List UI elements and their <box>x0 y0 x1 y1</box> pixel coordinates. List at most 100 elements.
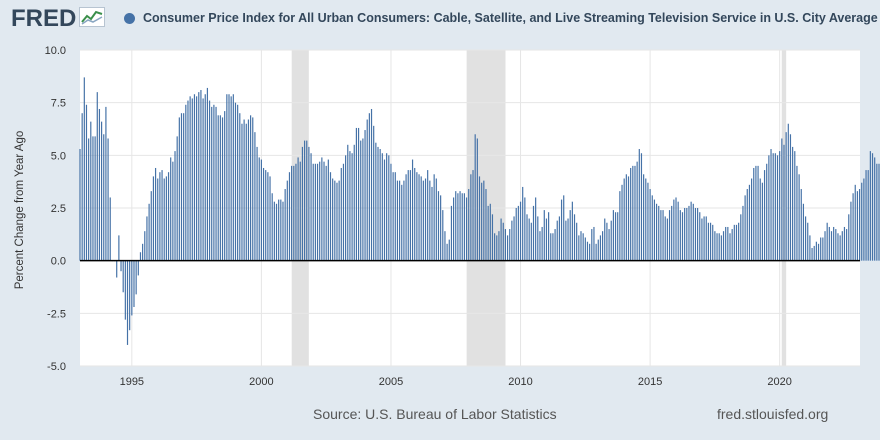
data-bar <box>288 172 291 261</box>
data-bar <box>604 218 606 261</box>
data-bar <box>772 153 774 261</box>
data-bar <box>871 153 874 261</box>
data-bar <box>306 140 308 261</box>
data-bar <box>129 260 131 331</box>
data-bar <box>176 136 178 261</box>
data-bar <box>219 115 221 261</box>
fred-logo[interactable]: FRED <box>11 6 106 32</box>
data-bar <box>867 170 869 261</box>
data-bar <box>172 161 174 261</box>
data-bar <box>541 226 543 261</box>
data-bar <box>189 96 191 261</box>
data-bar <box>357 127 360 261</box>
data-bar <box>370 108 373 261</box>
data-bar <box>327 159 329 261</box>
data-bar <box>254 132 256 261</box>
data-bar <box>692 203 694 261</box>
data-bar <box>409 170 411 261</box>
data-bar <box>779 151 781 261</box>
y-tick-label: -2.5 <box>47 308 66 320</box>
data-bar <box>813 245 815 261</box>
data-bar <box>463 193 465 261</box>
data-bar <box>399 180 401 261</box>
data-bar <box>515 208 517 261</box>
data-bar <box>433 174 435 261</box>
data-bar <box>312 163 314 261</box>
data-bar <box>763 170 766 261</box>
data-bar <box>856 191 859 261</box>
x-tick-label: 2000 <box>249 376 273 388</box>
data-bar <box>178 117 180 261</box>
data-bar <box>461 193 463 261</box>
data-bar <box>792 146 794 261</box>
y-tick-label: 7.5 <box>51 98 66 110</box>
data-bar <box>206 87 209 261</box>
source-note: Source: U.S. Bureau of Labor Statistics <box>313 406 557 422</box>
data-bar <box>707 222 709 261</box>
fred-url-link[interactable]: fred.stlouisfed.org <box>717 406 829 422</box>
data-bar <box>299 161 301 261</box>
data-bar <box>630 167 632 261</box>
chart-legend[interactable]: Consumer Price Index for All Urban Consu… <box>124 11 878 25</box>
data-bar <box>800 189 802 261</box>
data-bar <box>537 216 539 261</box>
data-bar <box>293 165 295 261</box>
data-bar <box>731 229 733 261</box>
data-bar <box>584 237 586 261</box>
data-bar <box>759 178 761 261</box>
data-bar <box>543 210 545 261</box>
data-bar <box>101 121 103 261</box>
data-bar <box>338 180 340 261</box>
data-bar <box>740 214 742 261</box>
data-bar <box>705 216 707 261</box>
data-bar <box>610 220 612 261</box>
data-bar <box>586 241 589 261</box>
data-bar <box>241 123 243 261</box>
data-bar <box>498 231 500 261</box>
data-bar <box>483 180 485 261</box>
data-bar <box>116 260 118 278</box>
data-bar <box>375 142 377 261</box>
data-bar <box>202 98 204 261</box>
data-bar <box>632 165 634 261</box>
data-bar <box>874 157 876 261</box>
data-bar <box>649 189 651 261</box>
data-bar <box>830 231 833 261</box>
data-bar <box>474 134 476 261</box>
data-bar <box>232 94 234 261</box>
data-bar <box>591 229 593 261</box>
data-bar <box>697 208 699 261</box>
data-bar <box>420 176 422 261</box>
data-bar <box>468 189 470 261</box>
data-bar <box>558 216 560 261</box>
data-bar <box>239 113 241 261</box>
data-bar <box>502 222 504 261</box>
data-bar <box>712 224 714 261</box>
data-bar <box>625 174 627 261</box>
data-bar <box>146 216 148 261</box>
data-bar <box>725 226 727 261</box>
data-bar <box>226 94 228 261</box>
data-bar <box>658 205 660 261</box>
data-bar <box>755 165 757 261</box>
data-bar <box>427 170 429 261</box>
data-bar <box>589 243 591 261</box>
data-bar <box>686 208 688 261</box>
data-bar <box>88 138 90 261</box>
data-bar <box>390 163 392 261</box>
data-bar <box>373 125 375 261</box>
data-bar <box>485 189 487 261</box>
data-bar <box>405 174 407 261</box>
data-bar <box>323 161 325 261</box>
data-bar <box>802 203 805 261</box>
data-bar <box>684 208 686 261</box>
data-bar <box>187 100 189 261</box>
data-bar <box>487 205 489 261</box>
data-bar <box>703 216 705 261</box>
data-bar <box>271 193 273 261</box>
legend-marker <box>124 12 135 24</box>
data-bar <box>267 172 269 261</box>
data-bar <box>96 92 98 261</box>
data-bar <box>319 161 321 261</box>
data-bar <box>228 94 230 261</box>
